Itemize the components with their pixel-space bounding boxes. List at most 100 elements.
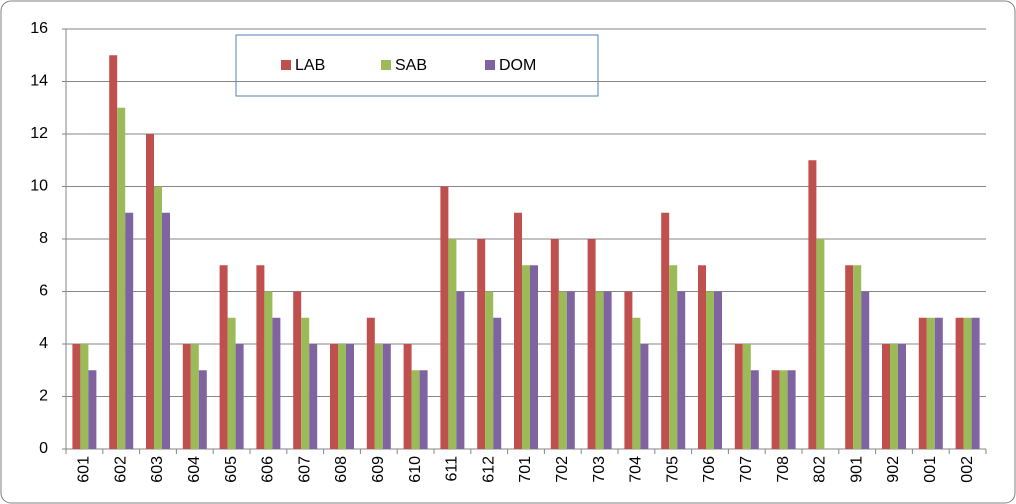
bar bbox=[971, 317, 980, 449]
bar bbox=[714, 291, 722, 449]
bar bbox=[882, 344, 890, 449]
y-tick-label: 16 bbox=[30, 20, 48, 37]
bar bbox=[595, 291, 604, 449]
bar bbox=[603, 291, 612, 449]
bar bbox=[338, 344, 346, 449]
x-tick-label: 612 bbox=[480, 456, 497, 483]
bar bbox=[477, 239, 486, 449]
legend-box bbox=[235, 34, 599, 97]
bar bbox=[955, 317, 964, 449]
x-tick-label: 605 bbox=[223, 456, 240, 483]
bar bbox=[366, 317, 375, 449]
bar bbox=[117, 107, 126, 449]
x-tick-label: 602 bbox=[112, 456, 129, 483]
bar bbox=[632, 317, 641, 449]
bar bbox=[514, 212, 522, 449]
bar bbox=[918, 317, 927, 449]
bar bbox=[771, 370, 780, 449]
bar bbox=[816, 239, 825, 449]
bar bbox=[293, 291, 302, 449]
bar bbox=[182, 344, 191, 449]
bar bbox=[677, 291, 686, 449]
y-tick-label: 4 bbox=[39, 335, 48, 352]
bar bbox=[301, 317, 310, 449]
bar bbox=[558, 291, 567, 449]
x-tick-label: 706 bbox=[701, 456, 718, 483]
bar bbox=[403, 344, 412, 449]
bar bbox=[669, 265, 678, 449]
bar bbox=[154, 186, 162, 449]
x-tick-label: 608 bbox=[333, 456, 350, 483]
x-tick-label: 001 bbox=[922, 456, 939, 483]
legend-label: DOM bbox=[499, 57, 536, 74]
bar bbox=[706, 291, 714, 449]
bar bbox=[109, 55, 118, 449]
x-tick-label: 701 bbox=[517, 456, 534, 483]
bar bbox=[146, 134, 154, 449]
x-tick-label: 601 bbox=[76, 456, 93, 483]
y-tick-label: 10 bbox=[30, 178, 48, 195]
y-tick-label: 14 bbox=[30, 73, 48, 90]
bar bbox=[419, 370, 428, 449]
bar bbox=[440, 186, 449, 449]
bar bbox=[742, 344, 751, 449]
bar bbox=[898, 344, 906, 449]
bar bbox=[845, 265, 854, 449]
bar bbox=[125, 212, 134, 449]
bar bbox=[787, 370, 796, 449]
x-tick-label: 604 bbox=[186, 456, 203, 483]
bar bbox=[382, 344, 391, 449]
legend-label: SAB bbox=[395, 57, 427, 74]
bar bbox=[566, 291, 575, 449]
legend-swatch bbox=[381, 60, 391, 70]
bar bbox=[587, 239, 596, 449]
bar bbox=[264, 291, 273, 449]
x-tick-label: 707 bbox=[738, 456, 755, 483]
bar bbox=[853, 265, 862, 449]
bar bbox=[374, 344, 383, 449]
bar bbox=[272, 317, 281, 449]
x-tick-label: 902 bbox=[885, 456, 902, 483]
bar bbox=[162, 212, 170, 449]
x-tick-label: 609 bbox=[370, 456, 387, 483]
bar bbox=[448, 239, 457, 449]
bar bbox=[550, 239, 559, 449]
y-tick-label: 2 bbox=[39, 388, 48, 405]
bar bbox=[750, 370, 759, 449]
bar bbox=[624, 291, 633, 449]
y-tick-label: 6 bbox=[39, 283, 48, 300]
x-tick-label: 610 bbox=[407, 456, 424, 483]
bar bbox=[734, 344, 743, 449]
bar bbox=[190, 344, 199, 449]
bar bbox=[456, 291, 465, 449]
y-tick-label: 12 bbox=[30, 125, 48, 142]
x-tick-label: 611 bbox=[444, 456, 461, 482]
bar bbox=[861, 291, 870, 449]
bar bbox=[256, 265, 265, 449]
bar bbox=[808, 160, 817, 449]
bar bbox=[963, 317, 972, 449]
x-tick-label: 705 bbox=[664, 456, 681, 483]
y-tick-label: 8 bbox=[39, 230, 48, 247]
bar bbox=[890, 344, 898, 449]
legend-swatch bbox=[485, 60, 495, 70]
bar bbox=[640, 344, 649, 449]
bar bbox=[661, 212, 670, 449]
y-tick-label: 0 bbox=[39, 440, 48, 457]
legend-label: LAB bbox=[295, 57, 325, 74]
bar bbox=[198, 370, 207, 449]
bar bbox=[493, 317, 502, 449]
bar bbox=[80, 344, 89, 449]
x-tick-label: 702 bbox=[554, 456, 571, 483]
bar bbox=[522, 265, 530, 449]
bar bbox=[346, 344, 354, 449]
bar bbox=[485, 291, 494, 449]
bar bbox=[779, 370, 788, 449]
bar bbox=[235, 344, 244, 449]
x-tick-label: 603 bbox=[149, 456, 166, 483]
bar bbox=[698, 265, 706, 449]
bar bbox=[330, 344, 338, 449]
bar bbox=[309, 344, 318, 449]
